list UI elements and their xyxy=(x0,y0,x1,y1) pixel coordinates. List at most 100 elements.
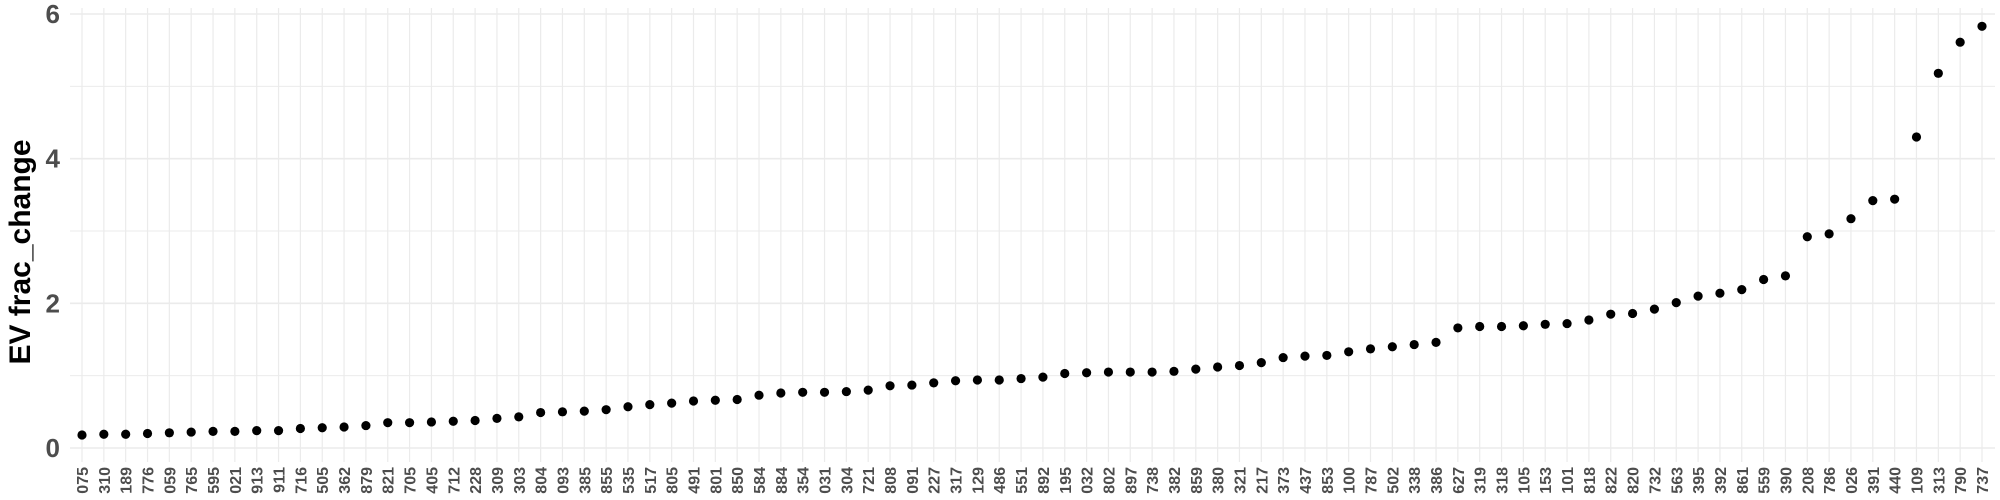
data-point xyxy=(1191,364,1201,374)
x-tick-label: 217 xyxy=(1254,467,1271,494)
x-tick-label: 805 xyxy=(665,467,682,494)
data-point xyxy=(1759,274,1769,285)
data-point xyxy=(1649,304,1660,314)
data-point xyxy=(1103,367,1114,377)
x-tick-label: 802 xyxy=(1101,467,1118,494)
data-point xyxy=(295,423,305,434)
x-tick-label: 486 xyxy=(992,467,1009,494)
data-point xyxy=(645,400,655,410)
x-tick-label: 437 xyxy=(1298,467,1315,494)
x-tick-label: 021 xyxy=(228,467,245,494)
data-point xyxy=(121,429,131,439)
x-tick-label: 563 xyxy=(1669,467,1686,494)
data-point xyxy=(1322,350,1332,361)
data-point xyxy=(142,428,153,439)
data-point xyxy=(1496,321,1507,332)
data-point xyxy=(1147,367,1157,377)
data-point xyxy=(1540,319,1550,329)
x-tick-label: 354 xyxy=(796,467,813,494)
data-point xyxy=(754,390,764,400)
x-tick-label: 505 xyxy=(315,467,332,494)
x-tick-label: 304 xyxy=(839,467,856,494)
x-tick-label: 491 xyxy=(686,467,703,494)
x-tick-label: 310 xyxy=(97,467,114,494)
data-point xyxy=(1693,291,1703,301)
data-point xyxy=(164,428,174,438)
data-point xyxy=(426,417,437,427)
x-tick-label: 026 xyxy=(1844,467,1861,494)
x-tick-label: 808 xyxy=(883,467,900,494)
data-point xyxy=(1387,342,1397,352)
x-tick-label: 189 xyxy=(119,467,136,494)
x-tick-label: 440 xyxy=(1888,467,1905,494)
x-tick-label: 820 xyxy=(1626,467,1643,494)
data-point xyxy=(536,407,546,418)
data-point xyxy=(1256,358,1266,368)
x-tick-label: 227 xyxy=(927,467,944,494)
data-point xyxy=(950,376,961,386)
x-tick-label: 109 xyxy=(1909,467,1926,494)
data-point xyxy=(1824,229,1834,239)
data-point xyxy=(339,422,349,432)
x-tick-label: 535 xyxy=(621,467,638,494)
data-point xyxy=(514,412,524,422)
x-tick-label: 101 xyxy=(1560,467,1577,494)
data-point xyxy=(579,406,589,416)
data-point xyxy=(1365,344,1376,354)
x-tick-label: 853 xyxy=(1320,467,1337,494)
x-tick-label: 313 xyxy=(1931,467,1948,494)
x-axis-ticks: 075 310 189 776 059 765 595 021 913 911 716 505 362 8… xyxy=(75,467,1992,494)
x-tick-label: 911 xyxy=(272,467,289,493)
x-tick-label: 195 xyxy=(1058,467,1075,494)
x-tick-label: 502 xyxy=(1385,467,1402,494)
data-point xyxy=(99,429,109,439)
data-point xyxy=(732,394,742,405)
x-tick-label: 897 xyxy=(1123,467,1140,494)
data-point xyxy=(863,385,873,395)
x-tick-label: 879 xyxy=(359,467,376,494)
x-tick-label: 627 xyxy=(1451,467,1468,494)
x-tick-label: 892 xyxy=(1036,467,1053,494)
data-point xyxy=(317,423,327,433)
x-tick-label: 319 xyxy=(1473,467,1490,494)
data-point xyxy=(1627,308,1638,319)
data-point xyxy=(841,386,851,397)
data-point xyxy=(1300,351,1310,361)
data-point xyxy=(601,405,611,415)
x-tick-label: 721 xyxy=(861,467,878,494)
x-tick-label: 380 xyxy=(1211,467,1228,494)
x-tick-label: 822 xyxy=(1604,467,1621,494)
x-tick-label: 228 xyxy=(468,467,485,494)
x-tick-label: 801 xyxy=(708,467,725,494)
data-point xyxy=(1911,132,1922,142)
x-tick-label: 338 xyxy=(1407,467,1424,494)
data-point xyxy=(994,375,1004,385)
data-point xyxy=(1671,298,1681,308)
data-point xyxy=(688,396,699,406)
data-point xyxy=(1846,214,1856,224)
data-point xyxy=(252,426,262,436)
x-tick-label: 303 xyxy=(512,467,529,494)
x-tick-label: 559 xyxy=(1757,467,1774,494)
x-tick-label: 075 xyxy=(75,467,92,494)
data-point xyxy=(1344,347,1354,357)
x-tick-label: 786 xyxy=(1822,467,1839,494)
data-point xyxy=(1890,194,1900,204)
data-point xyxy=(361,420,371,431)
data-point xyxy=(1169,366,1179,376)
data-point xyxy=(1955,37,1965,47)
x-tick-label: 153 xyxy=(1538,467,1555,494)
y-axis-label: EV frac_change xyxy=(4,139,37,364)
x-tick-label: 392 xyxy=(1713,467,1730,494)
x-tick-label: 405 xyxy=(424,467,441,494)
data-point xyxy=(186,427,196,437)
x-tick-label: 386 xyxy=(1429,467,1446,494)
x-tick-label: 790 xyxy=(1953,467,1970,494)
data-point xyxy=(273,426,284,436)
x-tick-label: 105 xyxy=(1516,467,1533,494)
data-point xyxy=(1518,321,1528,331)
x-tick-label: 032 xyxy=(1080,467,1097,494)
data-point xyxy=(1213,362,1223,372)
data-point xyxy=(557,407,568,417)
x-tick-label: 091 xyxy=(905,467,922,494)
